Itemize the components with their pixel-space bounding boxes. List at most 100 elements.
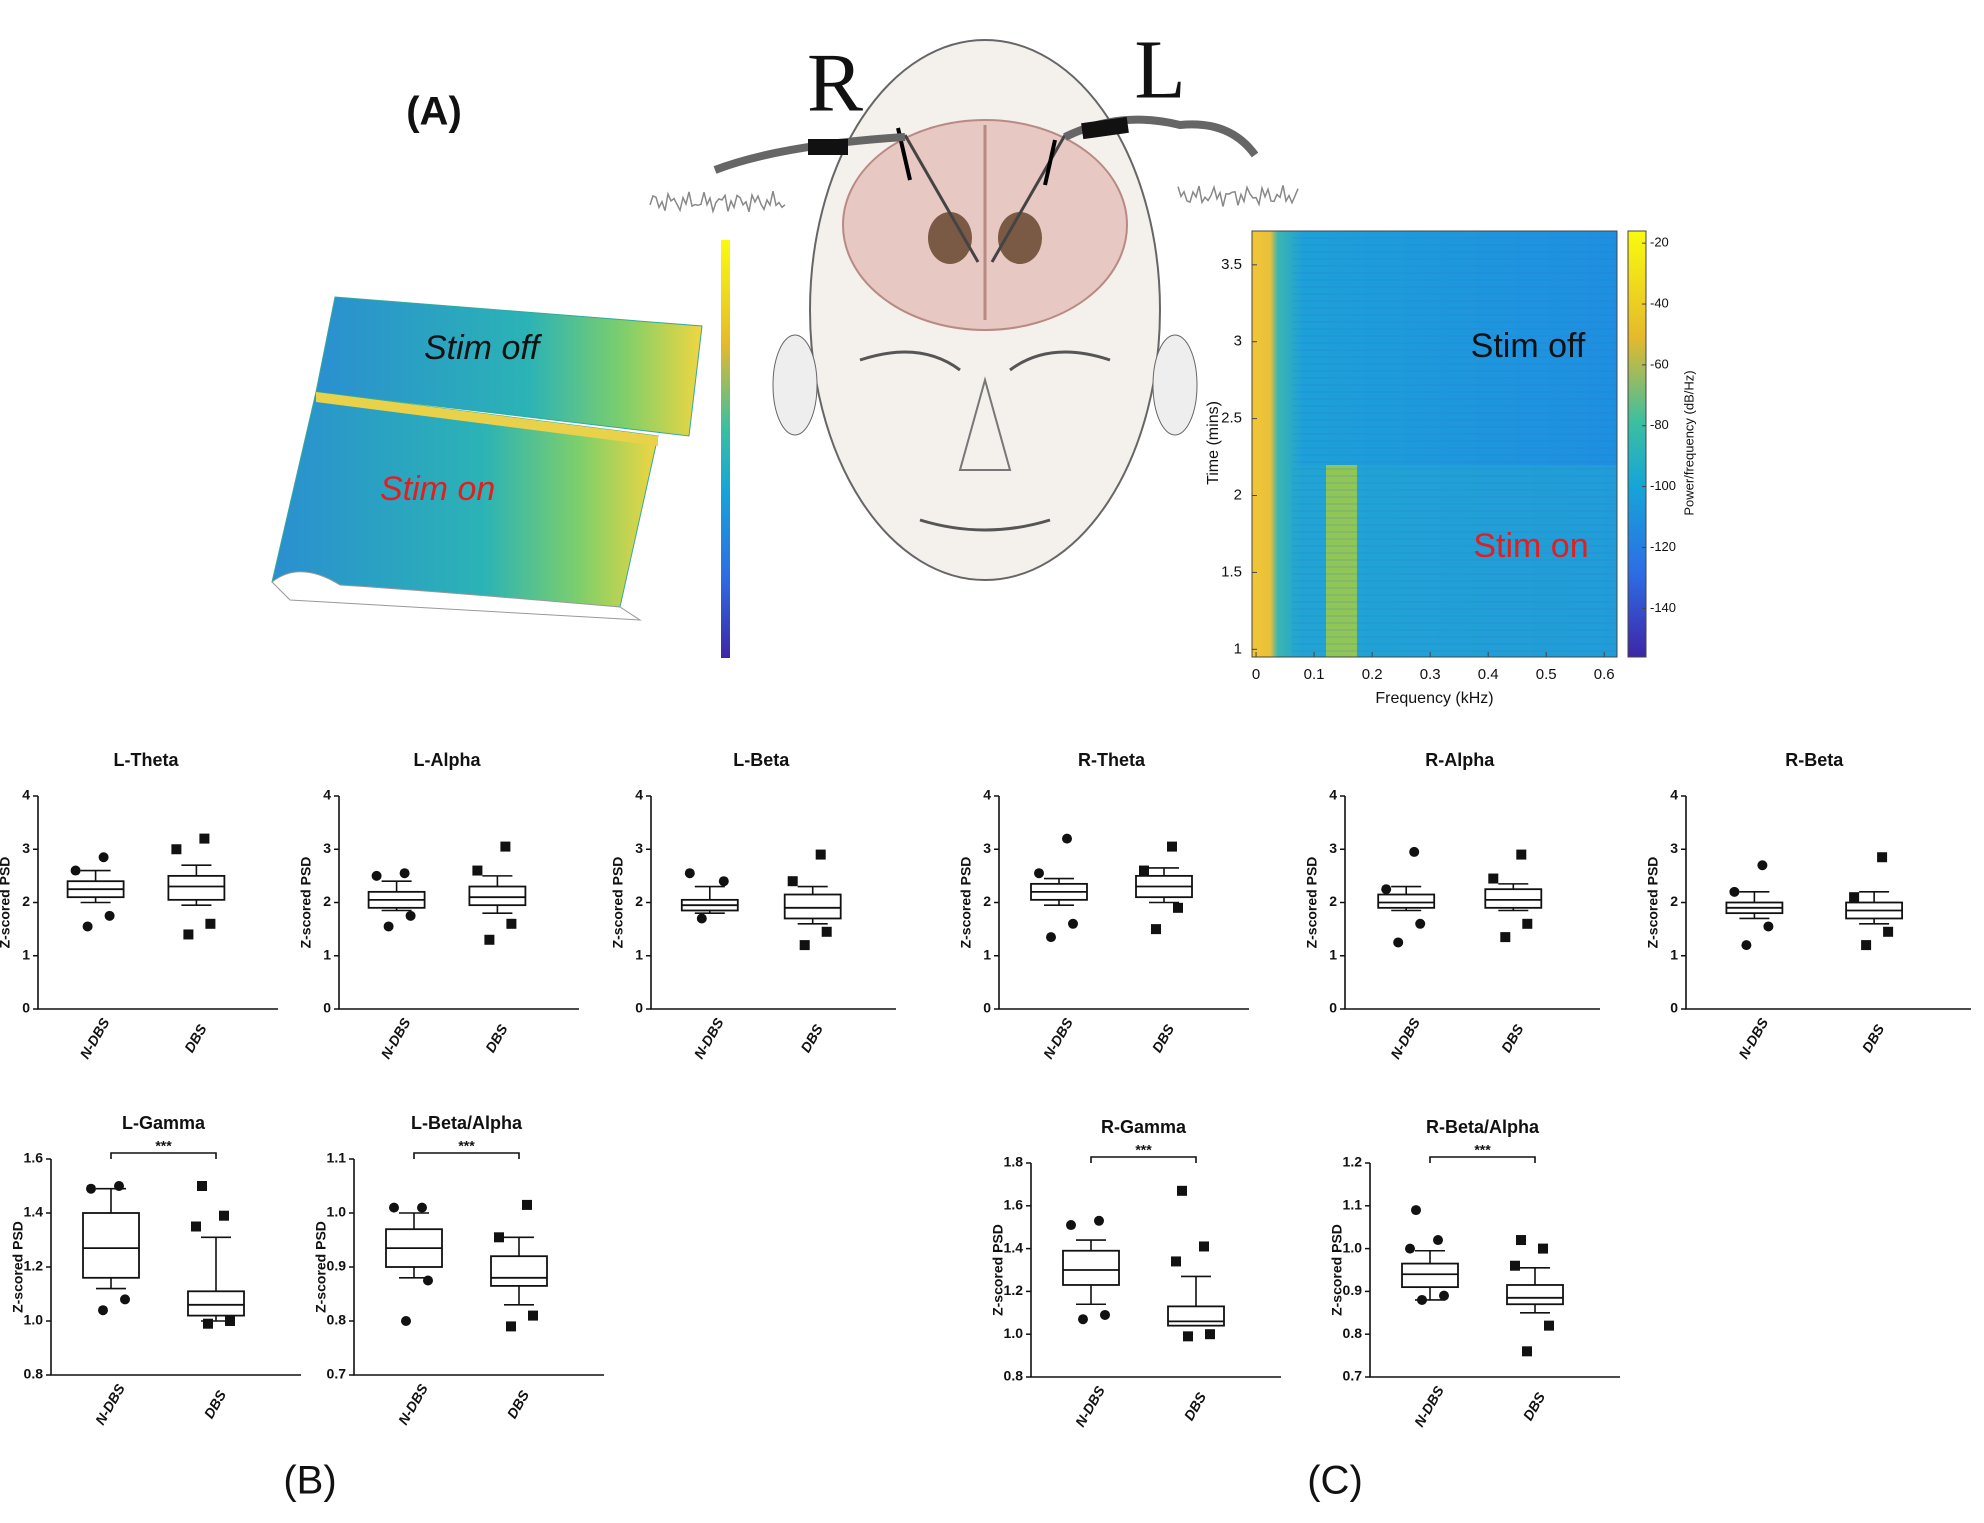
outlier-point xyxy=(1538,1243,1548,1254)
x-tick-label: DBS xyxy=(504,1387,533,1421)
outlier-point xyxy=(1757,860,1768,871)
outlier-point xyxy=(1500,932,1511,943)
outlier-point xyxy=(1849,892,1860,903)
annotation: Stim off xyxy=(424,329,543,367)
y-tick-label: 1 xyxy=(1329,946,1337,962)
y-tick-label: 3 xyxy=(22,840,30,856)
outlier-point xyxy=(1173,902,1183,913)
x-tick-label: DBS xyxy=(181,1021,210,1055)
outlier-point xyxy=(1411,1205,1421,1216)
outlier-point xyxy=(1409,846,1420,857)
y-tick-label: 3 xyxy=(635,840,643,856)
significance-label: *** xyxy=(1474,1142,1491,1158)
x-tick-label: N-DBS xyxy=(92,1381,128,1428)
outlier-point xyxy=(205,918,216,929)
heatmap-frame xyxy=(1251,230,1618,658)
outlier-point xyxy=(183,929,194,940)
y-tick-label: 1 xyxy=(983,946,991,962)
outlier-point xyxy=(1205,1329,1215,1340)
y-tick-label: 0.8 xyxy=(1004,1368,1024,1384)
outlier-point xyxy=(98,1305,108,1316)
outlier-point xyxy=(70,865,81,876)
chart-title: L-Theta xyxy=(114,750,180,770)
x-tick-label: N-DBS xyxy=(1411,1383,1447,1430)
y-tick-label: 4 xyxy=(635,787,643,803)
outlier-point xyxy=(383,921,394,932)
electrode-label: R xyxy=(807,36,863,129)
significance-bracket xyxy=(1090,1156,1197,1163)
outlier-point xyxy=(371,870,382,881)
x-tick-label: 0.6 xyxy=(1594,666,1615,683)
y-tick-label: 2 xyxy=(635,893,643,909)
x-tick-label: 0 xyxy=(1252,666,1260,683)
outlier-point xyxy=(120,1294,130,1305)
outlier-point xyxy=(423,1275,433,1286)
outlier-point xyxy=(203,1318,213,1329)
surface-off xyxy=(315,296,703,437)
outlier-point xyxy=(1544,1320,1554,1331)
box xyxy=(82,1212,140,1279)
chart-title: R-Beta/Alpha xyxy=(1426,1117,1540,1137)
x-tick-label: DBS xyxy=(1520,1389,1549,1423)
x-tick-label: N-DBS xyxy=(395,1381,431,1428)
outlier-point xyxy=(696,913,707,924)
y-tick-label: 0 xyxy=(22,1000,30,1016)
outlier-point xyxy=(1034,868,1044,879)
chart-title: L-Alpha xyxy=(414,750,482,770)
x-tick-label: DBS xyxy=(797,1021,826,1055)
x-tick-label: 0.1 xyxy=(1304,666,1325,683)
outlier-point xyxy=(1094,1215,1104,1226)
y-axis-label: Z-scored PSD xyxy=(313,1221,329,1313)
x-tick-label: N-DBS xyxy=(691,1015,727,1062)
y-axis-label: Z-scored PSD xyxy=(0,857,13,949)
x-tick-label: N-DBS xyxy=(1387,1015,1423,1062)
x-tick-label: DBS xyxy=(1859,1021,1888,1055)
outlier-point xyxy=(1415,918,1426,929)
outlier-point xyxy=(171,844,182,855)
outlier-point xyxy=(472,865,483,876)
colorbar-tick-label: -80 xyxy=(1650,417,1669,432)
y-axis-label: Z-scored PSD xyxy=(10,1221,26,1313)
y-tick-label: 1.4 xyxy=(1004,1239,1024,1255)
y-tick-label: 4 xyxy=(1670,787,1678,803)
outlier-point xyxy=(98,852,109,863)
x-tick-label: 0.3 xyxy=(1420,666,1441,683)
outlier-point xyxy=(821,926,832,937)
outlier-point xyxy=(1510,1260,1520,1271)
outlier-point xyxy=(1729,886,1740,897)
outlier-point xyxy=(506,1321,516,1332)
x-axis-label: Frequency (kHz) xyxy=(1375,690,1493,707)
box xyxy=(1401,1262,1459,1289)
surface-ridge xyxy=(316,392,658,446)
box xyxy=(1377,893,1436,909)
y-tick-label: 1.0 xyxy=(24,1312,44,1328)
axes xyxy=(998,796,1249,1010)
colorbar-tick-label: -60 xyxy=(1650,356,1669,371)
y-tick-label: 2 xyxy=(983,893,991,909)
panel-label: (A) xyxy=(406,90,462,134)
significance-bracket xyxy=(1429,1156,1536,1163)
outlier-point xyxy=(718,876,729,887)
chart-title: L-Beta xyxy=(733,750,790,770)
y-tick-label: 3.5 xyxy=(1221,256,1242,273)
panel-label: (C) xyxy=(1307,1459,1363,1503)
box xyxy=(1167,1305,1225,1327)
heatmap-gamma-band xyxy=(1326,465,1357,657)
outlier-point xyxy=(506,918,517,929)
outlier-point xyxy=(1199,1241,1209,1252)
outlier-point xyxy=(1066,1220,1076,1231)
significance-bracket xyxy=(110,1152,217,1159)
y-tick-label: 1.0 xyxy=(327,1204,347,1220)
annotation: Stim on xyxy=(380,470,495,508)
outlier-point xyxy=(1046,932,1056,943)
y-tick-label: 1.6 xyxy=(24,1150,44,1166)
x-tick-label: N-DBS xyxy=(76,1015,112,1062)
y-tick-label: 2 xyxy=(1329,893,1337,909)
y-tick-label: 2.5 xyxy=(1221,410,1242,427)
outlier-point xyxy=(399,868,410,879)
x-tick-label: DBS xyxy=(201,1387,230,1421)
outlier-point xyxy=(1883,926,1894,937)
x-tick-label: 0.2 xyxy=(1362,666,1383,683)
y-axis-label: Z-scored PSD xyxy=(1329,1224,1345,1316)
panel-label: (B) xyxy=(283,1459,336,1503)
